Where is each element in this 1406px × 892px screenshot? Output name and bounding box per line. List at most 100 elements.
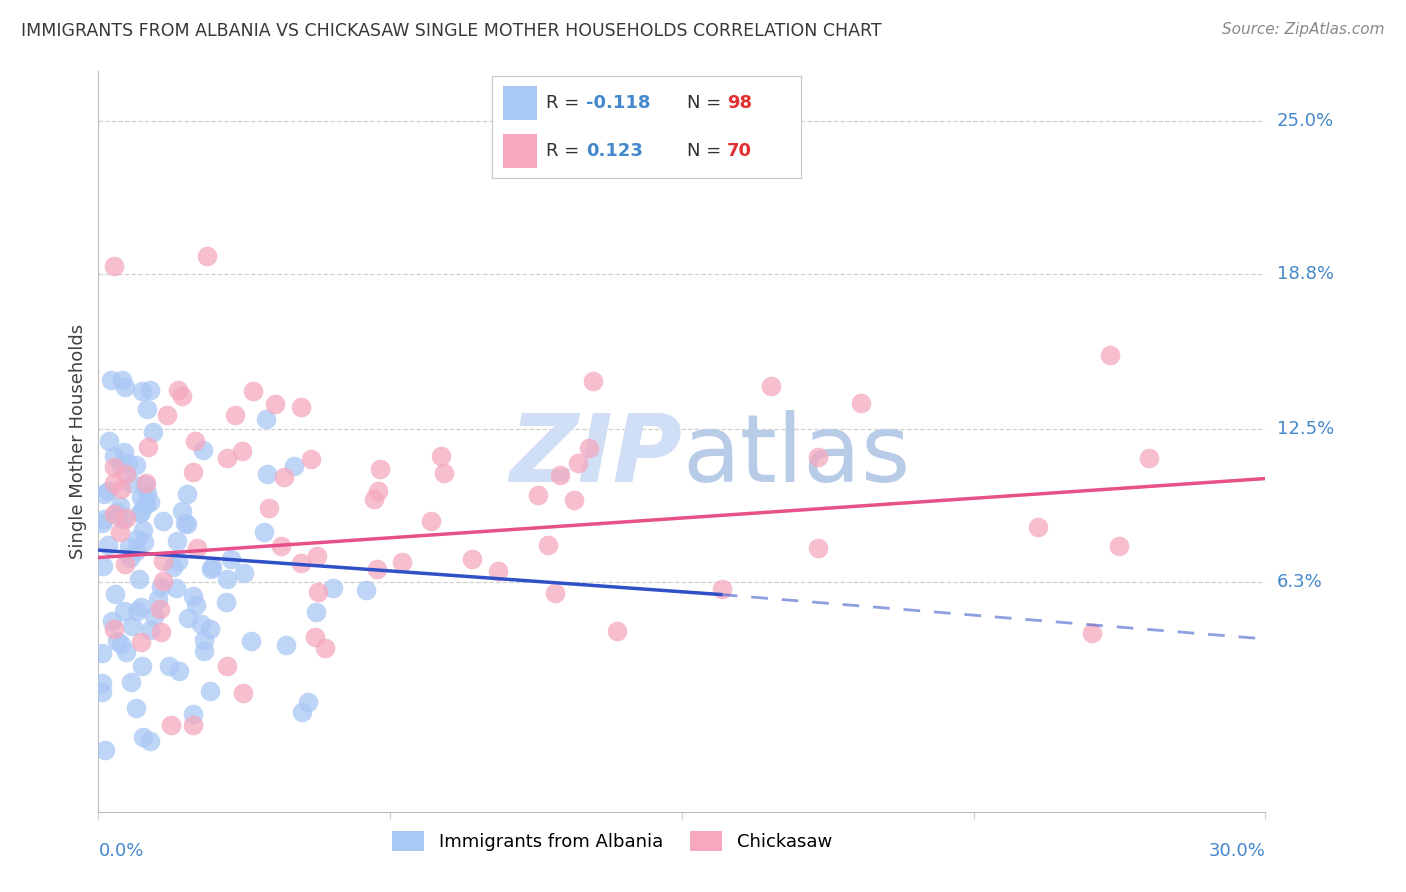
Text: 18.8%: 18.8% [1277,265,1333,283]
Point [166,383,188,397]
Point [94,743,117,757]
Point [283,458,305,473]
Point [115,645,138,659]
Text: 98: 98 [727,94,752,112]
Point [120,475,142,490]
Point [138,441,160,455]
Text: 30.0%: 30.0% [1209,842,1265,860]
Point [486,564,509,578]
Point [290,705,312,719]
Text: 25.0%: 25.0% [1277,112,1334,129]
Point [606,624,628,639]
Point [104,587,127,601]
Point [1108,539,1130,553]
Point [184,598,207,612]
Point [198,683,221,698]
Point [131,658,153,673]
Point [299,452,322,467]
Point [231,444,253,458]
Point [103,259,125,273]
Point [112,512,135,526]
Point [162,560,184,574]
Point [103,507,125,521]
Bar [503,135,537,168]
Point [254,412,277,426]
Text: atlas: atlas [682,410,910,502]
Point [97,434,120,448]
Point [1026,519,1049,533]
Point [114,558,136,572]
Point [562,492,585,507]
Point [308,585,330,599]
Point [181,718,204,732]
Point [567,456,589,470]
Legend: Immigrants from Albania, Chickasaw: Immigrants from Albania, Chickasaw [384,824,839,858]
Text: N =: N = [688,142,727,161]
Point [322,581,344,595]
Point [152,514,174,528]
Point [232,686,254,700]
Point [112,445,135,459]
Text: -0.118: -0.118 [586,94,651,112]
Point [103,622,125,636]
Point [103,475,125,490]
Point [263,397,285,411]
Point [363,491,385,506]
Point [93,512,115,526]
Point [215,595,238,609]
Text: 0.0%: 0.0% [98,842,143,860]
Point [526,488,548,502]
Point [297,696,319,710]
Point [198,622,221,636]
Point [256,467,278,482]
Point [101,614,124,628]
Point [176,487,198,501]
Point [167,664,190,678]
Point [274,638,297,652]
Point [253,524,276,539]
Point [129,506,152,520]
Point [131,384,153,398]
Point [224,408,246,422]
Point [110,482,132,496]
Point [139,623,162,637]
Point [259,500,281,515]
Point [170,504,193,518]
Point [354,582,377,597]
Point [125,700,148,714]
Point [181,465,204,479]
Point [217,451,239,466]
Point [110,458,132,472]
Point [135,497,157,511]
Point [100,373,122,387]
Point [110,636,132,650]
Point [117,456,139,470]
Point [849,396,872,410]
Point [181,706,204,721]
Point [121,619,143,633]
Point [160,718,183,732]
Point [430,450,453,464]
Point [190,617,212,632]
Point [304,630,326,644]
Point [193,644,215,658]
Point [191,443,214,458]
Point [114,467,136,481]
Point [183,434,205,448]
Point [537,538,560,552]
Point [97,537,120,551]
Point [366,562,388,576]
Text: 70: 70 [727,142,752,161]
Point [103,449,125,463]
Point [217,658,239,673]
Point [135,476,157,491]
Point [177,611,200,625]
Point [114,380,136,394]
Point [103,459,125,474]
Point [143,609,166,624]
Point [129,490,152,504]
Point [1098,348,1121,362]
Point [544,585,567,599]
Point [125,458,148,472]
Point [176,517,198,532]
